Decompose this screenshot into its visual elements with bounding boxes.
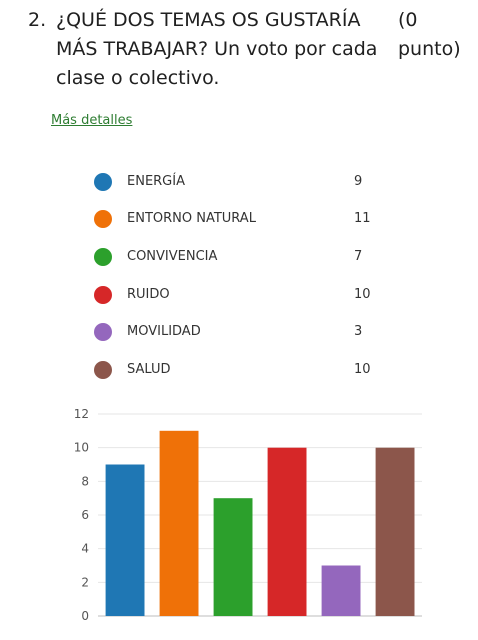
legend-item-convivencia: CONVIVENCIA 7 [94, 246, 394, 268]
bar-2[interactable] [213, 498, 253, 616]
legend-item-ruido: RUIDO 10 [94, 284, 394, 306]
bar-1[interactable] [159, 430, 199, 616]
bar-4[interactable] [321, 565, 361, 617]
question-text: ¿QUÉ DOS TEMAS OS GUSTARÍA MÁS TRABAJAR?… [56, 9, 378, 89]
legend-color-dot [94, 248, 112, 266]
legend-count: 3 [354, 324, 363, 339]
legend-color-dot [94, 323, 112, 341]
y-tick-label: 12 [74, 407, 89, 421]
legend-label: MOVILIDAD [127, 324, 201, 339]
legend-item-entorno-natural: ENTORNO NATURAL 11 [94, 208, 394, 230]
y-tick-label: 0 [81, 609, 89, 623]
bar-5[interactable] [375, 447, 415, 616]
legend-label: SALUD [127, 362, 171, 377]
y-tick-label: 2 [81, 575, 89, 589]
legend-color-dot [94, 210, 112, 228]
legend-label: ENERGÍA [127, 174, 185, 189]
bar-3[interactable] [267, 447, 307, 616]
y-tick-label: 4 [81, 542, 89, 556]
legend-color-dot [94, 286, 112, 304]
legend-count: 9 [354, 174, 363, 189]
question-points: (0 punto) [398, 9, 461, 60]
legend-item-movilidad: MOVILIDAD 3 [94, 321, 394, 343]
more-details-link[interactable]: Más detalles [51, 113, 133, 128]
bar-0[interactable] [105, 464, 145, 617]
question-number: 2. [28, 9, 47, 31]
legend-color-dot [94, 173, 112, 191]
legend-count: 10 [354, 287, 371, 302]
bar-chart: 0 2 4 6 8 10 12 [74, 407, 422, 623]
legend-count: 11 [354, 211, 371, 226]
y-tick-label: 10 [74, 441, 89, 455]
legend: ENERGÍA 9 ENTORNO NATURAL 11 CONVIVENCIA… [94, 171, 394, 381]
legend-count: 10 [354, 362, 371, 377]
legend-label: CONVIVENCIA [127, 249, 218, 264]
legend-label: ENTORNO NATURAL [127, 211, 256, 226]
legend-color-dot [94, 361, 112, 379]
legend-count: 7 [354, 249, 363, 264]
legend-item-salud: SALUD 10 [94, 359, 394, 381]
legend-item-energia: ENERGÍA 9 [94, 171, 394, 193]
legend-label: RUIDO [127, 287, 170, 302]
y-tick-label: 6 [81, 508, 89, 522]
y-tick-label: 8 [81, 474, 89, 488]
